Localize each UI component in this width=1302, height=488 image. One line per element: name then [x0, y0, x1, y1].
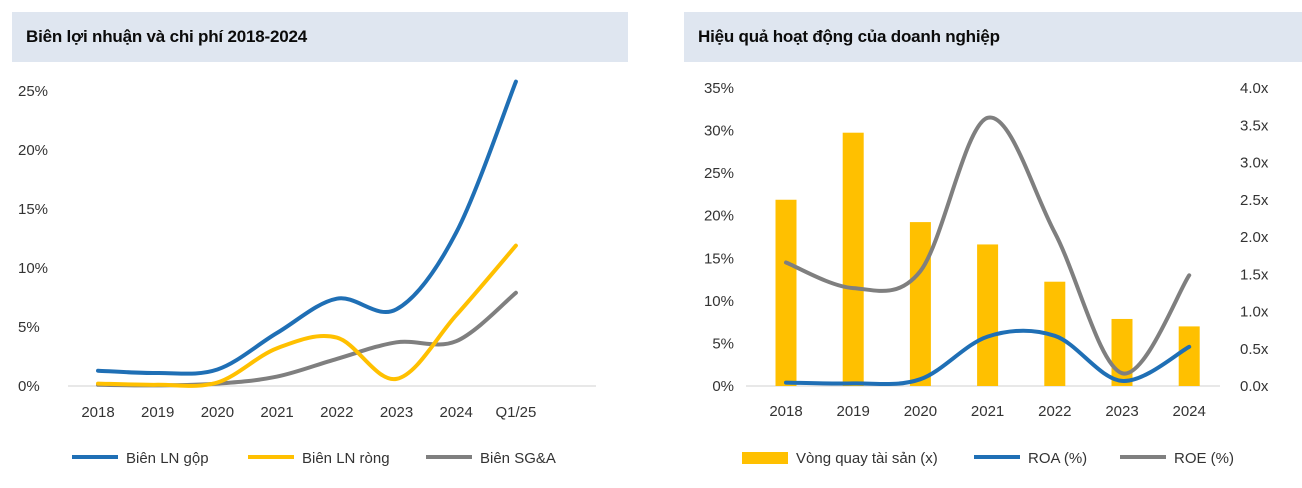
- efficiency-chart-panel: Hiệu quả hoạt động của doanh nghiệp 0% 5%…: [672, 0, 1302, 488]
- x-tick-label: 2019: [141, 404, 174, 421]
- right-y-tick-label: 1.0x: [1240, 304, 1269, 321]
- margin-chart-panel: Biên lợi nhuận và chi phí 2018-2024 0% 5%…: [0, 0, 640, 488]
- legend-label-vong-quay-tai-san-x: Vòng quay tài sản (x): [796, 450, 938, 467]
- efficiency-chart: 0% 5% 10% 15% 20% 25% 30% 35% 0.0x 0.5x 1.0x 1.5x 2.…: [704, 80, 1269, 467]
- right-y-tick-label: 0.0x: [1240, 378, 1269, 395]
- right-y-tick-label: 3.0x: [1240, 155, 1269, 172]
- y-tick-label: 25%: [18, 83, 48, 100]
- right-y-tick-label: 2.5x: [1240, 192, 1269, 209]
- left-y-tick-label: 5%: [712, 335, 734, 352]
- bar-vong-quay-tai-san-x: [977, 244, 999, 386]
- legend-label-roe: ROE (%): [1174, 450, 1234, 467]
- x-tick-label: 2024: [440, 404, 473, 421]
- x-tick-label: 2020: [201, 404, 234, 421]
- x-tick-label: 2023: [1105, 403, 1138, 420]
- x-tick-label: Q1/25: [495, 404, 536, 421]
- right-y-tick-label: 0.5x: [1240, 341, 1269, 358]
- legend-swatch-vong-quay-tai-san-x: [742, 452, 788, 464]
- legend-label-bien-ln-gop: Biên LN gộp: [126, 450, 209, 467]
- right-y-tick-label: 4.0x: [1240, 80, 1269, 97]
- x-tick-label: 2024: [1173, 403, 1206, 420]
- margin-chart-title-bar: Biên lợi nhuận và chi phí 2018-2024: [12, 12, 628, 62]
- x-tick-label: 2021: [260, 404, 293, 421]
- left-y-tick-label: 25%: [704, 165, 734, 182]
- bar-vong-quay-tai-san-x: [775, 199, 797, 386]
- x-tick-label: 2023: [380, 404, 413, 421]
- x-tick-label: 2018: [769, 403, 802, 420]
- efficiency-chart-title-bar: Hiệu quả hoạt động của doanh nghiệp: [684, 12, 1302, 62]
- bar-vong-quay-tai-san-x: [1178, 326, 1200, 386]
- left-y-tick-label: 15%: [704, 250, 734, 267]
- left-y-tick-label: 20%: [704, 208, 734, 225]
- x-tick-label: 2018: [81, 404, 114, 421]
- x-tick-label: 2022: [1038, 403, 1071, 420]
- right-y-tick-label: 1.5x: [1240, 266, 1269, 283]
- bar-vong-quay-tai-san-x: [909, 222, 931, 386]
- y-tick-label: 15%: [18, 201, 48, 218]
- series-line-bien-ln-gop: [96, 79, 518, 376]
- left-y-tick-label: 30%: [704, 123, 734, 140]
- left-y-tick-label: 0%: [712, 378, 734, 395]
- x-tick-label: 2021: [971, 403, 1004, 420]
- y-tick-label: 0%: [18, 378, 40, 395]
- right-y-tick-label: 3.5x: [1240, 117, 1269, 134]
- efficiency-chart-title: Hiệu quả hoạt động của doanh nghiệp: [698, 27, 1000, 46]
- x-tick-label: 2020: [904, 403, 937, 420]
- margin-chart-title: Biên lợi nhuận và chi phí 2018-2024: [26, 27, 307, 46]
- y-tick-label: 5%: [18, 319, 40, 336]
- legend-label-bien-ln-rong: Biên LN ròng: [302, 450, 390, 467]
- legend-label-roa: ROA (%): [1028, 450, 1087, 467]
- bar-vong-quay-tai-san-x: [1111, 318, 1133, 386]
- y-tick-label: 20%: [18, 142, 48, 159]
- bar-vong-quay-tai-san-x: [842, 132, 864, 386]
- x-tick-label: 2022: [320, 404, 353, 421]
- series-line-bien-ln-rong: [96, 243, 518, 388]
- left-y-tick-label: 10%: [704, 293, 734, 310]
- margin-chart: 0% 5% 10% 15% 20% 25% 2018 2019 2020 2021 2022 2023…: [18, 79, 596, 467]
- legend-label-bien-sg-a: Biên SG&A: [480, 450, 556, 467]
- y-tick-label: 10%: [18, 260, 48, 277]
- left-y-tick-label: 35%: [704, 80, 734, 97]
- right-y-tick-label: 2.0x: [1240, 229, 1269, 246]
- x-tick-label: 2019: [837, 403, 870, 420]
